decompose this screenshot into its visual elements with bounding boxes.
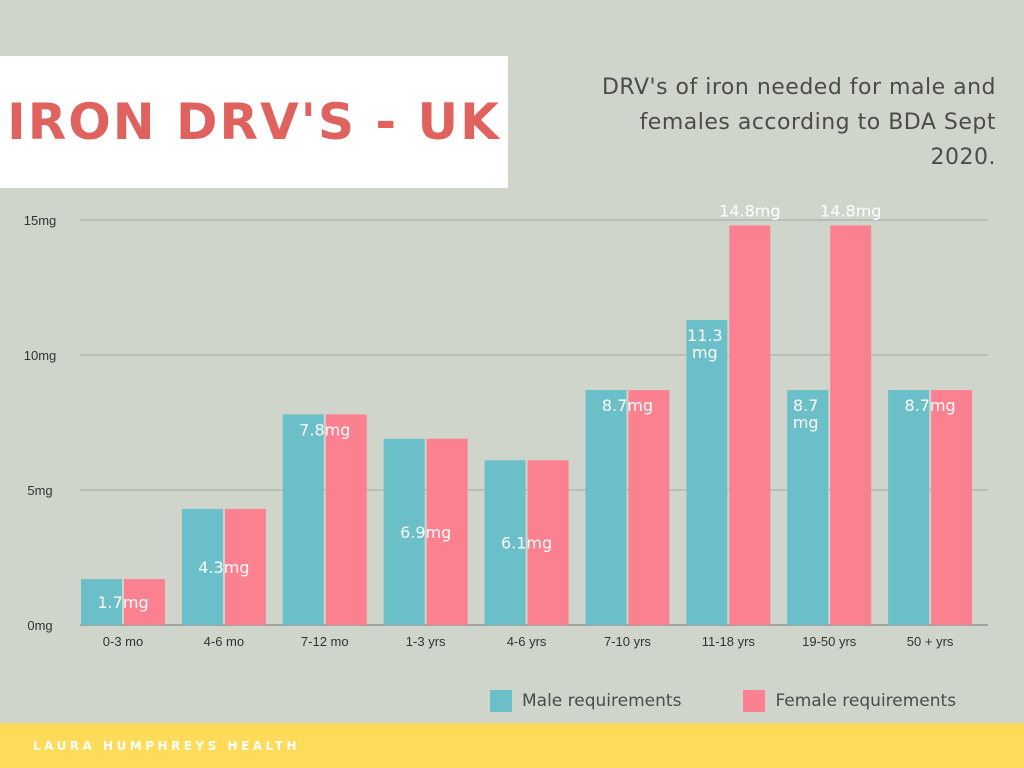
x-tick-label: 0-3 mo — [103, 634, 143, 649]
data-label: 1.7mg — [97, 593, 148, 612]
y-tick-label: 0mg — [27, 618, 52, 633]
data-label: 14.8mg — [719, 201, 780, 220]
data-label: 11.3 mg — [687, 326, 723, 362]
footer-brand: LAURA HUMPHREYS HEALTH — [33, 738, 300, 753]
bar-female — [628, 390, 670, 625]
y-tick-label: 10mg — [24, 348, 57, 363]
bar-male — [181, 508, 223, 625]
footer-bar: LAURA HUMPHREYS HEALTH — [0, 723, 1024, 768]
bar-male — [585, 390, 627, 625]
data-label: 6.9mg — [400, 523, 451, 542]
x-tick-label: 1-3 yrs — [406, 634, 446, 649]
page-title: IRON DRV'S - UK — [7, 93, 501, 151]
x-tick-label: 4-6 mo — [204, 634, 244, 649]
bar-male — [81, 579, 122, 625]
x-tick-label: 4-6 yrs — [507, 634, 547, 649]
legend-swatch-female — [743, 690, 766, 712]
data-label: 8.7mg — [602, 396, 653, 415]
y-tick-label: 5mg — [27, 483, 52, 498]
data-label: 4.3mg — [198, 558, 249, 577]
x-tick-label: 7-10 yrs — [604, 634, 651, 649]
data-label: 7.8mg — [299, 420, 350, 439]
legend-item-female: Female requirements — [743, 690, 956, 712]
bar-female — [527, 460, 569, 625]
x-tick-label: 7-12 mo — [301, 634, 349, 649]
bar-female — [729, 225, 771, 625]
x-tick-label: 50 + yrs — [907, 634, 954, 649]
title-box: IRON DRV'S - UK — [0, 56, 508, 188]
data-label: 8.7mg — [905, 396, 956, 415]
y-tick-label: 15mg — [24, 213, 57, 228]
bar-female — [830, 225, 872, 625]
bar-female — [224, 508, 266, 625]
legend-label-female: Female requirements — [775, 691, 957, 711]
bar-female — [426, 438, 468, 625]
bar-male — [383, 438, 425, 625]
bar-female — [325, 414, 367, 625]
legend-item-male: Male requirements — [490, 690, 681, 712]
chart-subtitle: DRV's of iron needed for male and female… — [601, 75, 996, 170]
x-tick-label: 19-50 yrs — [802, 634, 857, 649]
bar-male — [282, 414, 324, 625]
legend-swatch-male — [490, 690, 512, 712]
bar-male — [484, 460, 526, 625]
bar-male — [686, 319, 728, 625]
data-label: 6.1mg — [501, 534, 552, 553]
bar-male — [888, 390, 930, 625]
legend: Male requirements Female requirements — [490, 690, 1018, 712]
bar-male — [787, 390, 829, 625]
bar-female — [124, 579, 165, 625]
bar-female — [931, 390, 973, 625]
x-tick-label: 11-18 yrs — [702, 634, 756, 649]
data-label: 14.8mg — [820, 201, 881, 220]
legend-label-male: Male requirements — [522, 691, 682, 711]
